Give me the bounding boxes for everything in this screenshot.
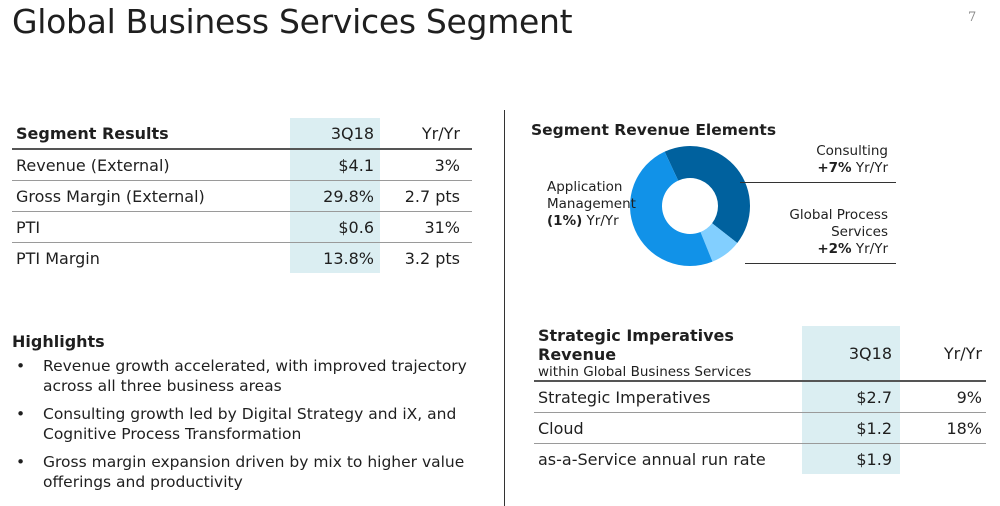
label-consulting: Consulting +7% Yr/Yr xyxy=(760,143,888,177)
row-value: $0.6 xyxy=(290,211,380,243)
row-label: as-a-Service annual run rate xyxy=(538,449,766,469)
row-label: Strategic Imperatives xyxy=(534,381,802,413)
row-change: 3% xyxy=(380,149,472,181)
row-change: 31% xyxy=(380,211,472,243)
si-header-yr-yr: Yr/Yr xyxy=(900,326,986,382)
row-label: Gross Margin (External) xyxy=(12,180,290,212)
revenue-elements-title: Segment Revenue Elements xyxy=(531,121,777,139)
si-header-title: Strategic Imperatives Revenue within Glo… xyxy=(534,326,802,382)
si-subtitle: within Global Business Services xyxy=(538,364,752,380)
strategic-imperatives-table: Strategic Imperatives Revenue within Glo… xyxy=(534,326,986,474)
table-row: as-a-Service annual run rate $1.9 xyxy=(534,443,986,475)
label-global-process-services: Global Process Services +2% Yr/Yr xyxy=(760,207,888,258)
table-row: Revenue (External) $4.1 3% xyxy=(12,149,472,181)
label-app-growth: (1%) xyxy=(547,213,583,229)
header-segment-results: Segment Results xyxy=(12,118,290,150)
page-number: 7 xyxy=(968,10,977,25)
row-change: 9% xyxy=(900,381,986,413)
page-title: Global Business Services Segment xyxy=(12,2,573,41)
table-header-row: Strategic Imperatives Revenue within Glo… xyxy=(534,326,986,382)
table-row: Gross Margin (External) 29.8% 2.7 pts xyxy=(12,180,472,212)
row-value: $1.2 xyxy=(802,412,900,444)
list-item: Gross margin expansion driven by mix to … xyxy=(12,452,482,492)
gps-leader-line xyxy=(745,263,896,264)
highlights-list: Revenue growth accelerated, with improve… xyxy=(12,356,482,500)
label-app-line2: Management xyxy=(547,196,636,212)
highlights-title: Highlights xyxy=(12,332,105,351)
table-row: PTI $0.6 31% xyxy=(12,211,472,243)
row-label: PTI xyxy=(12,211,290,243)
label-con-growth: +7% xyxy=(817,160,852,176)
donut-segment-global-process-services xyxy=(700,223,738,262)
table-row: Cloud $1.2 18% xyxy=(534,412,986,444)
label-gps-line2: Services xyxy=(831,224,888,240)
row-label: Revenue (External) xyxy=(12,149,290,181)
row-change: 18% xyxy=(900,412,986,444)
label-con-name: Consulting xyxy=(816,143,888,159)
row-value: $2.7 xyxy=(802,381,900,413)
row-label: PTI Margin xyxy=(16,248,100,268)
label-gps-line1: Global Process xyxy=(789,207,888,223)
header-period: 3Q18 xyxy=(290,118,380,150)
table-header-row: Segment Results 3Q18 Yr/Yr xyxy=(12,118,472,150)
row-value: 29.8% xyxy=(290,180,380,212)
label-app-suffix: Yr/Yr xyxy=(582,213,619,229)
label-con-suffix: Yr/Yr xyxy=(851,160,888,176)
revenue-donut-chart xyxy=(629,146,750,267)
label-gps-suffix: Yr/Yr xyxy=(851,241,888,257)
row-label: Cloud xyxy=(534,412,802,444)
label-gps-growth: +2% xyxy=(817,241,852,257)
row-value: $4.1 xyxy=(290,149,380,181)
si-header-period: 3Q18 xyxy=(802,326,900,382)
table-row: Strategic Imperatives $2.7 9% xyxy=(534,381,986,413)
donut-segment-consulting xyxy=(664,146,750,243)
donut-segment-application-management xyxy=(629,151,713,267)
si-title: Strategic Imperatives Revenue xyxy=(538,326,734,364)
label-application-management: Application Management (1%) Yr/Yr xyxy=(547,179,636,230)
label-app-line1: Application xyxy=(547,179,623,195)
list-item: Consulting growth led by Digital Strateg… xyxy=(12,404,482,444)
vertical-divider xyxy=(504,110,505,506)
list-item: Revenue growth accelerated, with improve… xyxy=(12,356,482,396)
segment-results-table: Segment Results 3Q18 Yr/Yr Revenue (Exte… xyxy=(12,118,472,273)
row-value: 13.8% xyxy=(290,242,380,273)
consulting-leader-line xyxy=(740,182,896,183)
row-change: 3.2 pts xyxy=(404,248,460,268)
table-row: PTI Margin 13.8% 3.2 pts xyxy=(12,242,472,273)
row-change: 2.7 pts xyxy=(380,180,472,212)
header-yr-yr: Yr/Yr xyxy=(380,118,472,150)
row-value: $1.9 xyxy=(802,443,900,474)
row-change xyxy=(900,444,986,475)
